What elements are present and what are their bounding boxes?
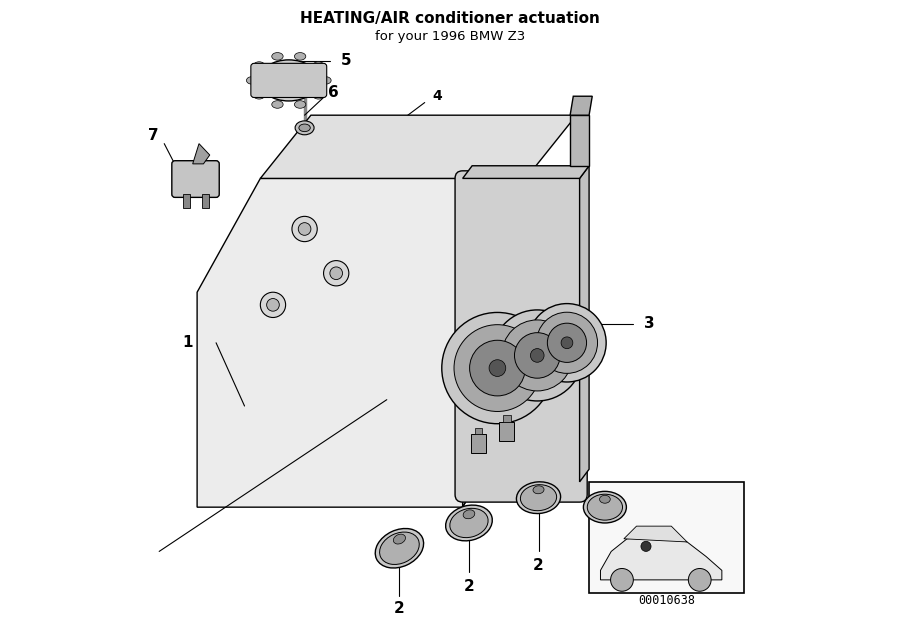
Bar [202,194,209,208]
Circle shape [515,333,560,378]
Polygon shape [624,526,687,542]
Bar [183,194,190,208]
Circle shape [688,568,711,591]
Ellipse shape [266,65,310,96]
Polygon shape [580,166,590,482]
Text: 2: 2 [464,578,474,594]
Ellipse shape [393,534,406,544]
Circle shape [527,304,607,382]
Ellipse shape [533,486,544,494]
Ellipse shape [247,77,257,84]
Ellipse shape [583,491,626,523]
Text: 2: 2 [533,558,544,573]
Circle shape [298,223,310,236]
Circle shape [561,337,572,349]
Bar [474,428,482,434]
Circle shape [324,260,349,286]
Ellipse shape [259,60,319,101]
Polygon shape [463,178,526,507]
Circle shape [641,541,651,551]
Polygon shape [570,115,590,166]
Ellipse shape [599,495,610,503]
Text: 6: 6 [328,85,338,100]
Text: 5: 5 [340,53,351,69]
Polygon shape [570,97,592,115]
Ellipse shape [272,53,284,60]
Ellipse shape [254,91,265,99]
Ellipse shape [375,528,424,568]
Ellipse shape [320,77,331,84]
Ellipse shape [272,101,284,108]
Circle shape [454,324,541,411]
Polygon shape [600,535,722,580]
Circle shape [292,217,317,242]
Text: 4: 4 [433,90,442,104]
FancyBboxPatch shape [251,64,327,98]
Polygon shape [260,115,576,178]
Text: for your 1996 BMW Z3: for your 1996 BMW Z3 [375,30,525,43]
Ellipse shape [588,494,623,520]
Bar [503,415,510,422]
Ellipse shape [313,91,324,99]
Ellipse shape [294,53,306,60]
Circle shape [491,310,583,401]
Ellipse shape [450,508,488,538]
Ellipse shape [313,62,324,69]
Ellipse shape [517,482,561,514]
Ellipse shape [446,505,492,541]
Ellipse shape [520,485,556,511]
Circle shape [547,323,587,363]
Text: 00010638: 00010638 [638,594,695,607]
Text: 7: 7 [148,128,158,143]
Ellipse shape [299,124,310,131]
Circle shape [530,349,544,362]
Text: 3: 3 [644,316,654,331]
Circle shape [266,298,279,311]
FancyBboxPatch shape [172,161,220,197]
Ellipse shape [295,121,314,135]
FancyBboxPatch shape [455,171,587,502]
Polygon shape [463,166,590,178]
Text: HEATING/AIR conditioner actuation: HEATING/AIR conditioner actuation [300,11,600,26]
Circle shape [489,360,506,377]
Bar [500,422,515,441]
Polygon shape [193,144,210,164]
Ellipse shape [254,62,265,69]
Text: 2: 2 [616,566,626,581]
Polygon shape [197,178,526,507]
Circle shape [330,267,343,279]
Bar [590,482,744,592]
Text: 1: 1 [183,335,193,351]
Circle shape [470,340,526,396]
Circle shape [442,312,554,424]
Ellipse shape [294,101,306,108]
Ellipse shape [380,532,419,565]
Circle shape [610,568,634,591]
Circle shape [501,320,572,391]
Bar [471,434,486,453]
Circle shape [536,312,598,373]
Circle shape [260,292,285,318]
Text: 2: 2 [394,601,405,616]
Ellipse shape [464,510,475,519]
